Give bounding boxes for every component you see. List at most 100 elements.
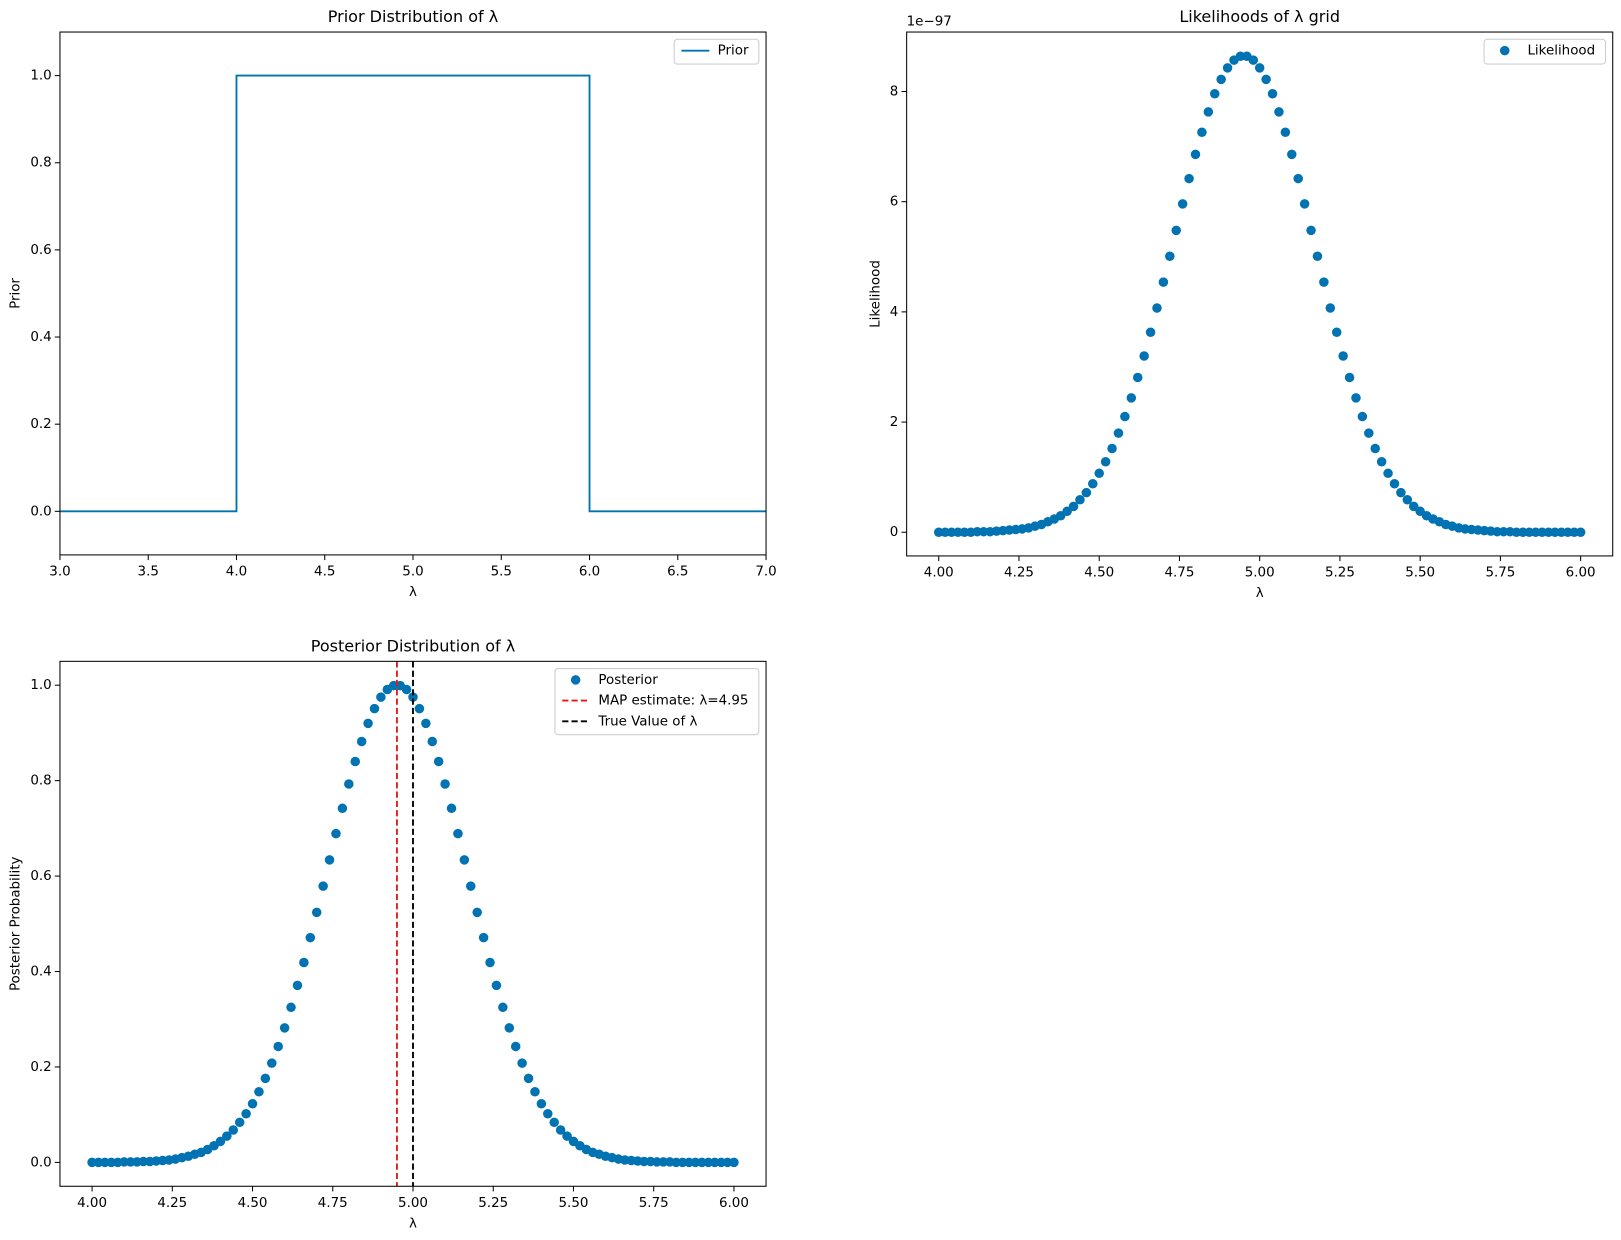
axes-frame [906,31,1614,557]
scatter-point [1370,443,1380,454]
x-tick-label: 4.75 [1165,565,1195,580]
scatter-point [1088,479,1098,489]
scatter-point [517,1058,527,1068]
scatter-point [292,980,303,991]
y-tick-label: 1.0 [30,69,51,84]
x-tick-label: 3.5 [138,564,159,579]
y-tick-label: 4 [890,305,899,320]
scatter-point [1209,88,1220,99]
scatter-point [1062,506,1072,517]
legend-label: Prior [718,44,749,59]
scatter-point [498,1002,508,1013]
subplot-title: Posterior Distribution of λ [311,636,515,655]
x-tick-label: 5.00 [1245,565,1275,580]
scatter-point [344,779,354,789]
scatter-point [446,803,457,814]
x-tick-label: 5.50 [1405,565,1435,580]
y-tick-label: 0.2 [30,417,51,432]
y-tick-label: 0.0 [30,504,51,519]
scatter-point [1575,527,1586,537]
scatter-point [324,855,335,865]
x-tick-label: 4.25 [157,1196,187,1211]
x-tick-label: 5.0 [402,564,423,579]
scatter-point [1280,127,1291,138]
scatter-point [1331,327,1342,338]
x-tick-label: 5.25 [1325,565,1355,580]
scatter-point [337,803,348,814]
y-tick-label: 2 [890,415,899,430]
scatter-point [440,779,450,789]
y-tick-label: 0.4 [30,965,51,980]
scatter-point [241,1108,251,1119]
legend-label: Posterior [598,673,658,688]
scatter-point [1274,107,1284,117]
y-tick-label: 8 [890,85,899,100]
scatter-point [1152,303,1162,313]
x-axis-label: λ [1256,586,1264,601]
legend-label: MAP estimate: λ=4.95 [598,694,748,709]
axes-frame [59,31,767,556]
legend-frame [554,668,760,736]
scatter-point [1248,55,1259,65]
y-axis-label: Posterior Probability [9,856,24,991]
scatter-point [1306,225,1316,236]
legend-frame [673,38,760,65]
scatter-point [1132,372,1143,383]
y-axis-label: Prior [9,278,24,309]
y-tick-label: 0.6 [30,243,51,258]
scatter-point [421,718,431,729]
scatter-point [1171,225,1181,236]
x-tick-label: 4.75 [318,1196,348,1211]
scatter-point [491,980,502,991]
scatter-point [1068,501,1079,512]
scatter-point [1158,277,1169,287]
scatter-point [1075,494,1085,505]
scatter-point [376,692,386,702]
subplot: Posterior Distribution of λ λ Posterior Pr… [9,636,767,1231]
y-tick-label: 0.2 [30,1060,51,1075]
scatter-point [1107,443,1117,454]
y-tick-label: 0.6 [30,869,51,884]
x-tick-label: 5.50 [559,1196,589,1211]
scatter-point [1344,372,1355,383]
x-tick-label: 6.0 [579,564,600,579]
scatter-point [1267,88,1278,99]
scatter-point [562,1131,572,1141]
scatter-point [523,1073,534,1084]
x-tick-label: 5.75 [639,1196,669,1211]
y-tick-label: 0 [890,525,899,540]
scatter-point [305,932,316,943]
scatter-point [1396,487,1406,498]
scatter-point [729,1157,739,1168]
scatter-point [1100,456,1111,467]
scatter-point [1402,494,1413,505]
scatter-point [1338,351,1348,361]
scatter-point [459,855,470,865]
x-axis-label: λ [409,1216,417,1231]
scatter-point [234,1117,245,1128]
x-tick-label: 4.50 [238,1196,268,1211]
x-tick-label: 4.5 [314,564,335,579]
x-tick-label: 4.0 [226,564,247,579]
scatter-point [1145,327,1156,338]
scatter-point [1184,173,1194,184]
scatter-point [1113,428,1124,438]
scatter-point [549,1117,559,1128]
legend-frame [1483,38,1607,65]
y-tick-label: 1.0 [30,678,51,693]
legend: Prior [673,38,760,65]
scatter-point [1312,251,1323,262]
scatter-point [286,1002,296,1013]
scatter-point [1319,277,1329,287]
scatter-point [1222,63,1233,73]
scatter-point [1357,411,1368,422]
scatter-point [1190,149,1201,160]
x-tick-label: 5.5 [491,564,512,579]
subplot: Prior Distribution of λ λ Prior 3.0 3.5 4.0 4.… [9,7,777,600]
scatter-point [1120,411,1130,422]
scatter-point [543,1108,553,1119]
scatter-point [1351,393,1361,403]
y-axis-label: Likelihood [869,260,884,328]
x-axis-label: λ [409,585,417,600]
